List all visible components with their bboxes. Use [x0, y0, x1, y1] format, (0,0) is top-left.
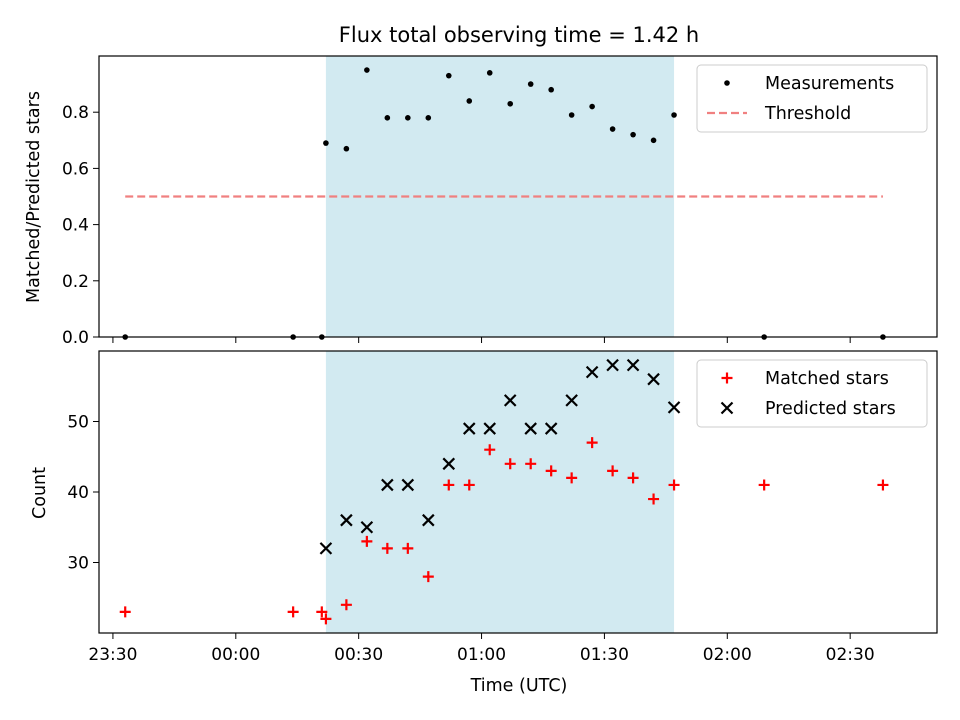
predicted-stars-point [340, 513, 353, 527]
measurement-point [323, 140, 329, 146]
predicted-stars-point [626, 358, 640, 372]
matched-stars-point [504, 458, 516, 470]
measurement-point [384, 115, 391, 121]
matched-stars-point [668, 479, 680, 491]
predicted-stars-point [606, 358, 619, 372]
predicted-stars-point [319, 542, 333, 555]
legend-measurement-swatch [724, 80, 730, 86]
matched-stars-point [877, 479, 889, 491]
matched-stars-point [316, 606, 328, 618]
predicted-stars-point [381, 478, 394, 492]
ratio-panel: Matched/Predicted stars 0.0 0.2 0.4 0.6 0.8 M… [24, 55, 938, 348]
predicted-stars-point [585, 365, 599, 379]
y-tick-label: 0.0 [62, 328, 89, 348]
y-tick-label: 0.2 [62, 272, 89, 292]
predicted-stars-point [667, 401, 681, 414]
legend-box [696, 64, 928, 133]
measurement-point [364, 67, 370, 73]
x-tick-label: 01:30 [580, 645, 629, 665]
predicted-stars-point [401, 478, 415, 492]
matched-stars-point [758, 479, 770, 491]
x-tick-label: 02:30 [826, 645, 875, 665]
y-tick-label: 40 [67, 483, 89, 503]
measurement-point [527, 81, 534, 87]
legend-entry: Measurements [765, 74, 894, 94]
measurement-point [343, 145, 350, 152]
legend-predicted-swatch [720, 401, 734, 415]
x-axis-label: Time (UTC) [470, 676, 568, 696]
measurement-point [507, 100, 514, 107]
legend-entry: Predicted stars [765, 399, 896, 419]
matched-stars-point [545, 465, 557, 477]
count-ylabel: Count [30, 467, 50, 519]
matched-stars-point [443, 479, 455, 491]
legend-entry: Threshold [764, 104, 851, 124]
matched-stars-point [648, 493, 660, 505]
matched-stars-point [525, 458, 537, 470]
y-tick-label: 0.4 [62, 216, 89, 236]
matched-stars-point [627, 472, 639, 484]
predicted-stars-point [360, 520, 374, 534]
predicted-stars-point [422, 513, 435, 527]
x-tick-label: 00:00 [211, 645, 260, 665]
matched-stars-point [586, 437, 598, 449]
matched-stars-point [607, 465, 619, 477]
measurement-point [630, 131, 636, 138]
measurement-point [609, 126, 616, 132]
y-tick-label: 30 [67, 554, 89, 574]
x-tick-label: 02:00 [703, 645, 752, 665]
matched-stars-point [320, 613, 332, 625]
predicted-stars-point [503, 394, 517, 407]
x-tick-label: 23:30 [88, 645, 137, 665]
measurement-point [425, 115, 432, 121]
matched-stars-point [287, 606, 299, 618]
x-tick-label: 00:30 [334, 645, 383, 665]
measurement-point [445, 72, 452, 79]
highlight-span [325, 351, 675, 633]
y-tick-label: 50 [67, 413, 89, 433]
predicted-stars-point [462, 422, 476, 435]
predicted-stars-point [524, 422, 537, 435]
axes-frame [98, 350, 938, 634]
legend-matched-swatch [721, 372, 733, 384]
predicted-stars-point [483, 422, 497, 435]
axes-frame [98, 55, 938, 338]
predicted-stars-point [442, 457, 456, 471]
ratio-ylabel: Matched/Predicted stars [24, 91, 44, 303]
matched-stars-point [381, 542, 393, 554]
predicted-stars-point [647, 372, 660, 386]
matched-stars-point [463, 479, 475, 491]
matched-stars-point [340, 599, 352, 611]
matched-stars-point [402, 542, 414, 554]
x-tick-label: 01:00 [457, 645, 506, 665]
chart-title: Flux total observing time = 1.42 h [339, 23, 699, 47]
legend-entry: Matched stars [765, 369, 889, 389]
predicted-stars-point [565, 394, 578, 407]
count-panel: Count 30 40 50 23:30 00:00 00:30 01:00 01:30 02:… [30, 350, 938, 665]
measurement-point [589, 103, 595, 110]
measurement-point [486, 70, 493, 76]
legend-box [696, 359, 928, 428]
matched-stars-point [566, 472, 578, 484]
measurement-point [671, 112, 677, 118]
predicted-stars-point [544, 422, 558, 435]
measurement-point [466, 98, 473, 104]
matched-stars-point [361, 535, 373, 547]
measurement-point [405, 115, 411, 121]
y-tick-label: 0.8 [62, 103, 89, 123]
y-tick-label: 0.6 [62, 159, 89, 179]
matched-stars-point [119, 606, 131, 618]
measurement-point [568, 112, 575, 118]
matched-stars-point [484, 444, 496, 456]
measurement-point [650, 137, 657, 144]
matched-stars-point [422, 571, 434, 583]
measurement-point [548, 86, 554, 93]
